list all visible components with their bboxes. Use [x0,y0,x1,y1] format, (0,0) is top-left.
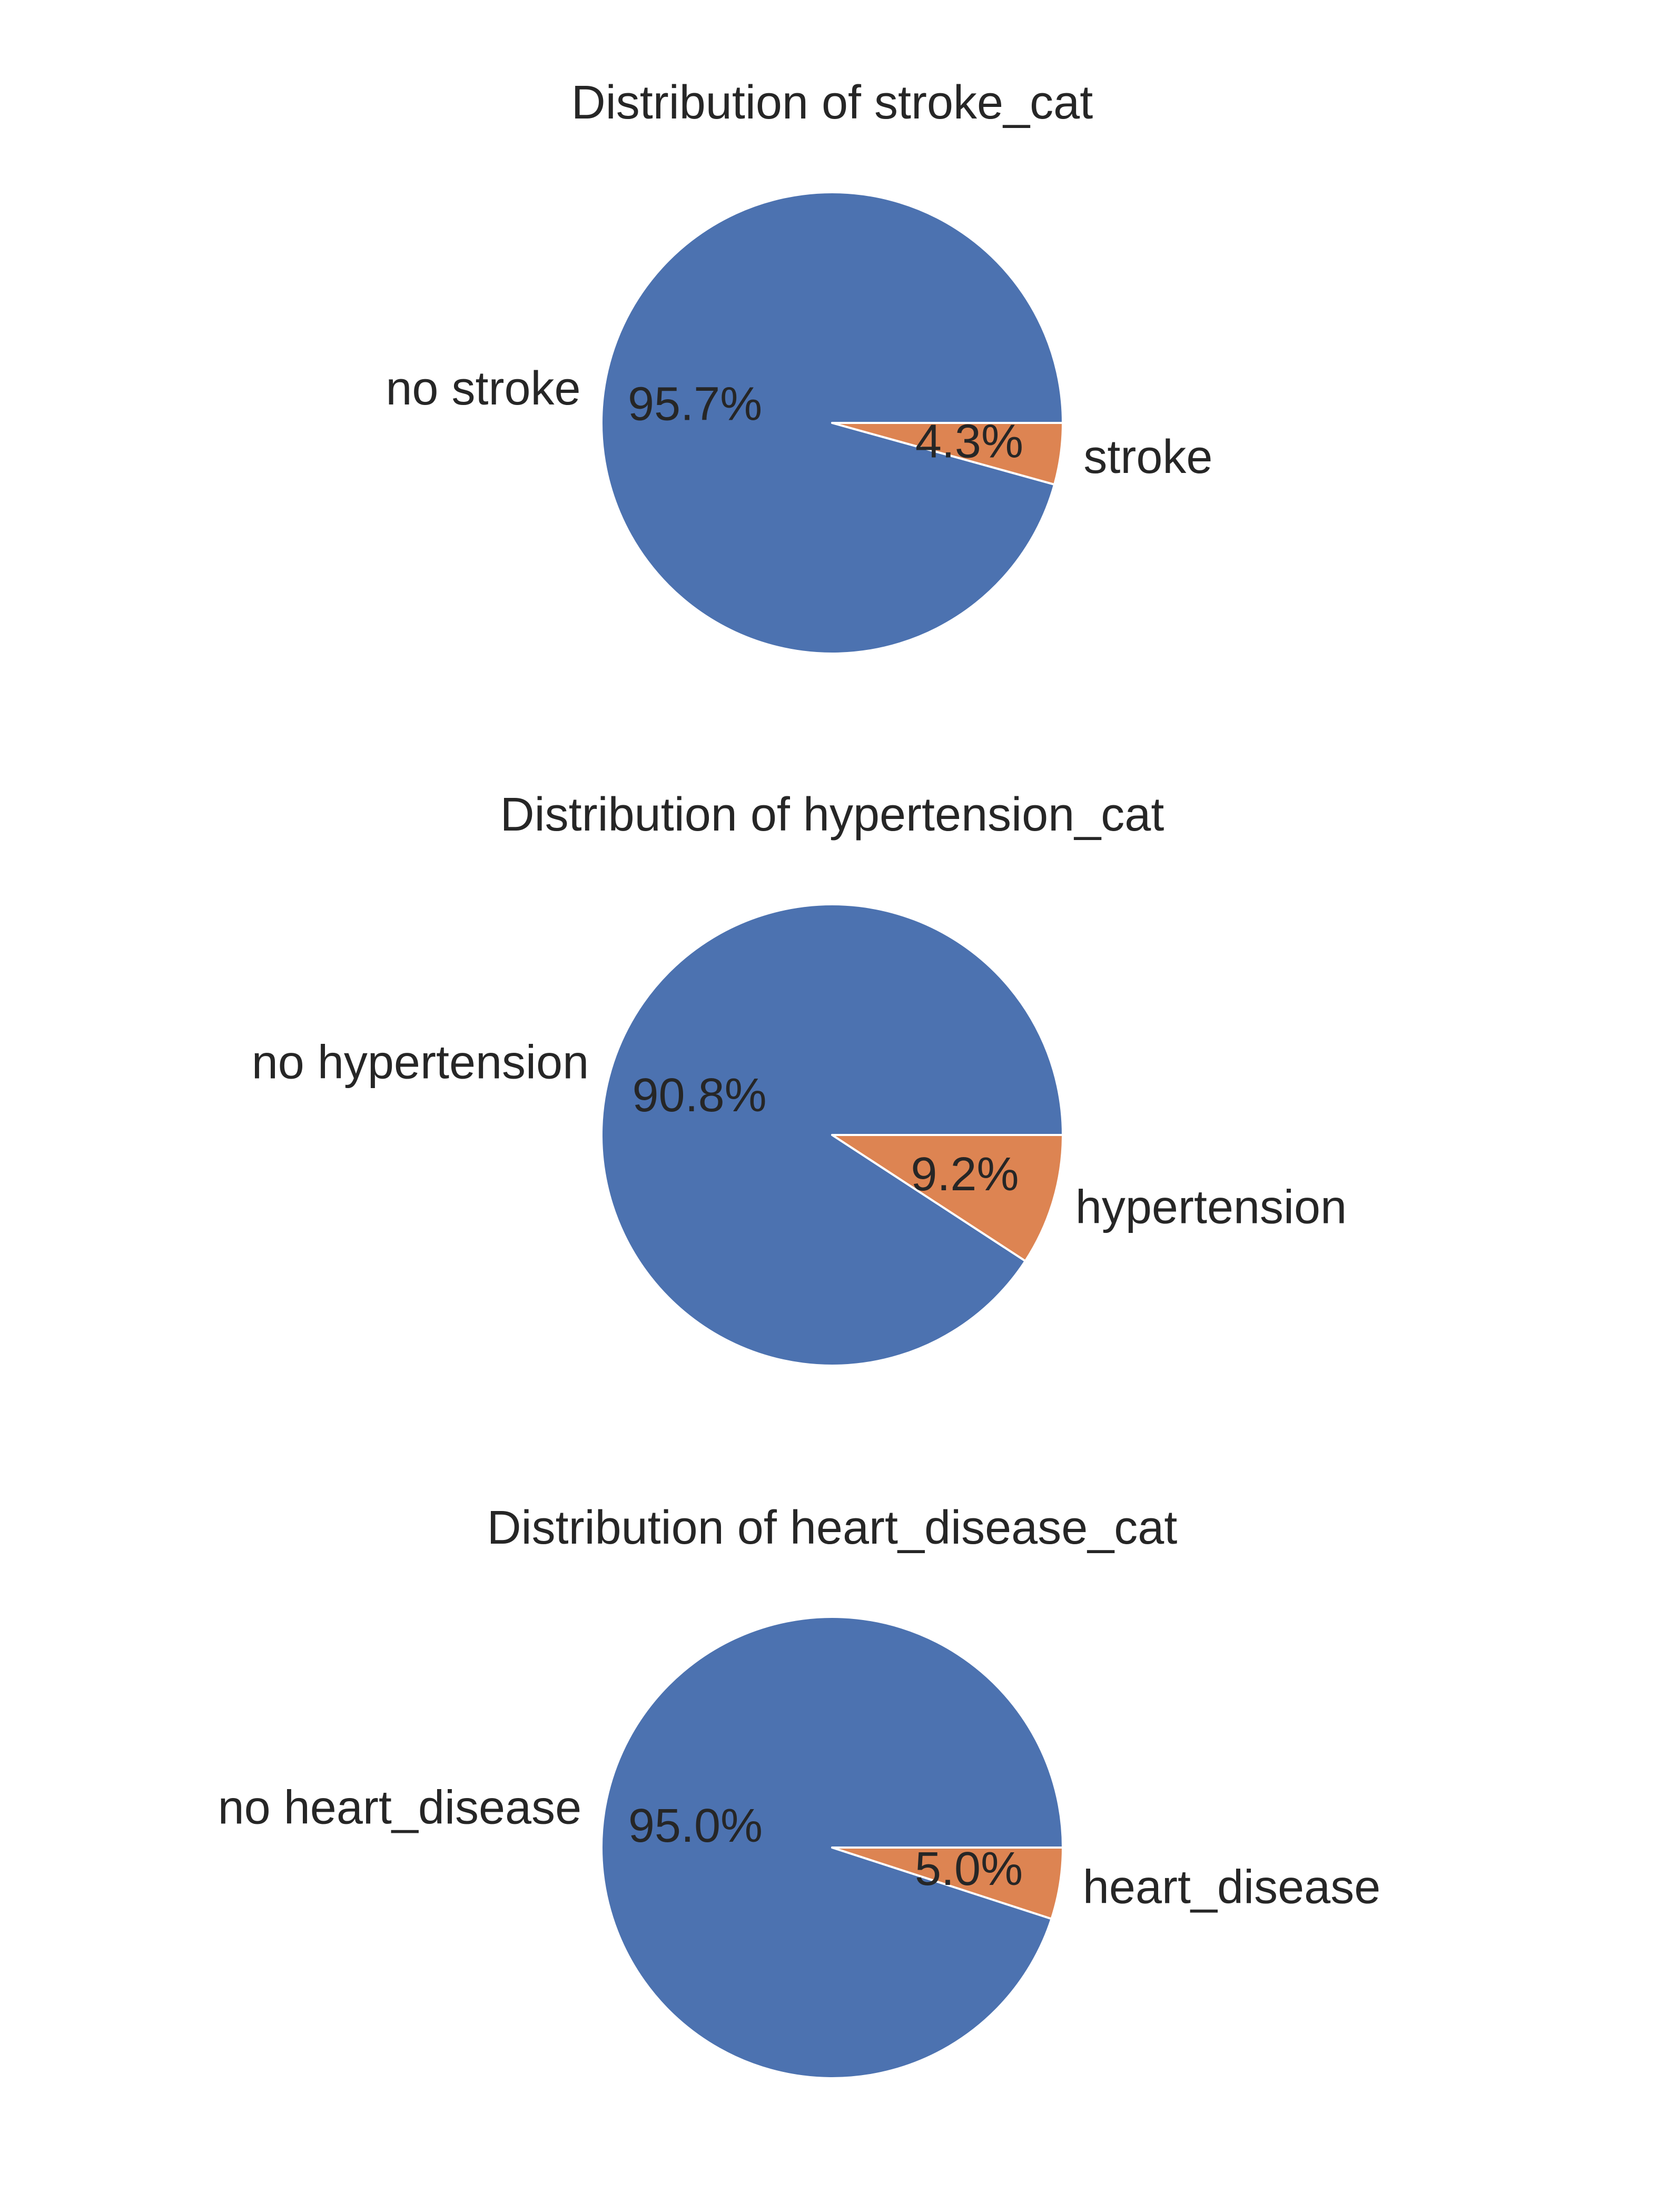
slice-label-no-heart-disease: no heart_disease [218,1782,582,1834]
slice-label-stroke: stroke [1083,431,1212,483]
chart-title: Distribution of heart_disease_cat [487,1502,1178,1554]
pie-chart-stroke: Distribution of stroke_cat 95.7% no strok… [386,76,1213,655]
pie-labels: 95.7% no stroke 4.3% stroke [386,362,1212,483]
pie-chart-hypertension: Distribution of hypertension_cat 90.8% no… [252,788,1347,1367]
chart-title: Distribution of hypertension_cat [500,788,1164,841]
slice-label-no-stroke: no stroke [386,362,580,415]
pct-label-hypertension: 9.2% [911,1148,1019,1201]
chart-title: Distribution of stroke_cat [571,76,1093,129]
slice-label-heart-disease: heart_disease [1083,1861,1380,1913]
pie-slices [600,191,1064,655]
pct-label-heart-disease: 5.0% [915,1843,1023,1895]
pie-slices [600,1616,1064,2079]
pie-slice-stroke [831,422,1064,486]
pct-label-stroke: 4.3% [915,415,1023,468]
pct-label-no-heart-disease: 95.0% [628,1800,763,1852]
pie-slice-heart-disease [831,1846,1064,1920]
pie-chart-heart-disease: Distribution of heart_disease_cat 95.0% n… [218,1502,1381,2079]
pct-label-no-stroke: 95.7% [628,378,762,431]
pct-label-no-hypertension: 90.8% [632,1069,766,1122]
pie-slices [600,903,1064,1367]
pie-slice-hypertension [831,1134,1064,1262]
slice-label-no-hypertension: no hypertension [252,1036,589,1089]
slice-label-hypertension: hypertension [1075,1181,1347,1233]
pie-labels: 90.8% no hypertension 9.2% hypertension [252,1036,1347,1234]
pie-labels: 95.0% no heart_disease 5.0% heart_disease [218,1782,1381,1914]
